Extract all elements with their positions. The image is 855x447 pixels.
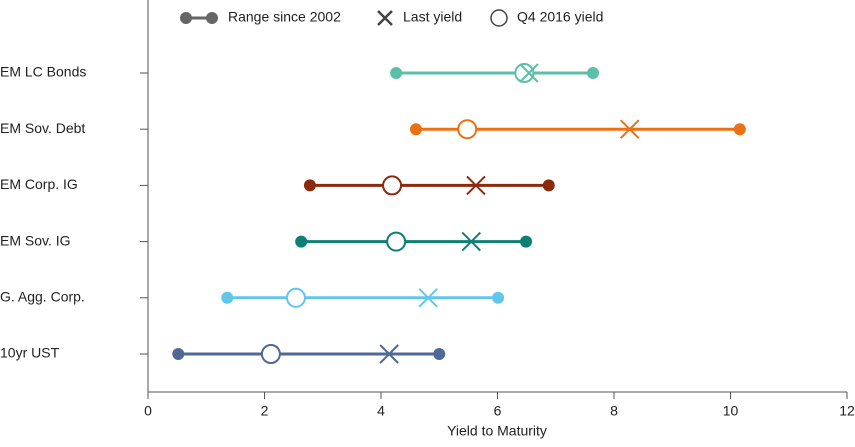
x-tick-label: 4: [377, 403, 385, 419]
q4-marker: [457, 119, 478, 140]
category-label: G. Agg. Corp.: [0, 289, 85, 305]
x-tick-label: 0: [144, 403, 152, 419]
legend-range-dot: [206, 12, 218, 24]
x-tick-label: 8: [610, 403, 618, 419]
range-high: [587, 67, 600, 79]
range-high: [733, 123, 746, 136]
q4-marker: [382, 175, 403, 196]
legend-label: Last yield: [403, 9, 462, 25]
legend-last-marker: [377, 10, 393, 26]
range-low: [390, 67, 403, 79]
legend-range-dot: [180, 12, 192, 24]
range-high: [492, 291, 505, 304]
range-low: [172, 348, 185, 360]
range-low: [221, 291, 234, 304]
category-label: EM LC Bonds: [0, 64, 86, 80]
range-low: [295, 235, 308, 248]
range-high: [520, 235, 533, 248]
legend-label: Range since 2002: [228, 9, 341, 25]
last-marker: [379, 344, 399, 364]
last-marker: [519, 63, 539, 83]
x-tick-label: 12: [839, 403, 855, 419]
q4-marker: [386, 231, 407, 252]
q4-marker: [285, 287, 306, 308]
range-high: [542, 179, 555, 192]
legend-q4-marker: [490, 9, 508, 27]
category-label: EM Sov. Debt: [0, 120, 85, 136]
last-marker: [461, 231, 481, 252]
x-tick-label: 2: [261, 403, 269, 419]
last-marker: [466, 175, 486, 196]
category-label: EM Corp. IG: [0, 176, 78, 192]
last-marker: [418, 288, 438, 308]
legend-label: Q4 2016 yield: [517, 9, 603, 25]
q4-marker: [260, 344, 281, 364]
last-marker: [620, 119, 640, 139]
category-label: 10yr UST: [0, 345, 60, 361]
x-axis-title: Yield to Maturity: [447, 423, 547, 439]
x-tick-label: 10: [723, 403, 739, 419]
range-high: [433, 348, 446, 360]
q4-marker: [514, 63, 535, 83]
category-label: EM Sov. IG: [0, 232, 71, 248]
x-tick-label: 6: [494, 403, 502, 419]
range-low: [303, 179, 316, 192]
range-low: [409, 123, 422, 136]
